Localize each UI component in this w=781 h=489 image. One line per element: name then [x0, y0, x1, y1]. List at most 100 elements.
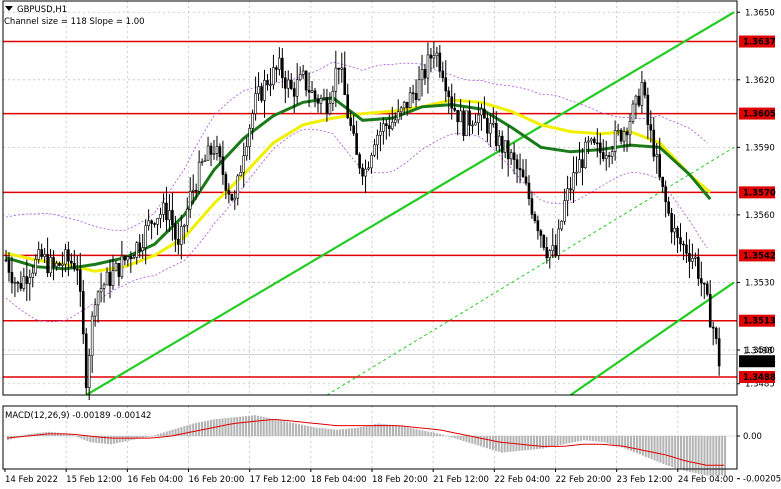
candle-body [465, 110, 468, 136]
level-label-bg [739, 186, 775, 199]
moving-averages [5, 96, 712, 273]
macd-histogram-bar [271, 418, 274, 436]
macd-histogram-bar [71, 435, 74, 436]
level-label: 1.3605 [743, 110, 776, 120]
candle-body [655, 154, 659, 157]
macd-histogram-bar [295, 423, 298, 436]
macd-histogram-bar [344, 428, 348, 436]
macd-histogram-bar [635, 436, 638, 454]
macd-histogram-bar [694, 436, 697, 474]
chart-channel-info: Channel size = 118 Slope = 1.00 [4, 17, 145, 27]
macd-histogram-bar [221, 418, 224, 436]
macd-histogram-bar [477, 436, 480, 446]
macd-histogram-bar [333, 429, 336, 436]
candle-body [275, 67, 278, 70]
level-label: 1.3542 [743, 251, 776, 261]
macd-histogram-bar [465, 436, 468, 442]
macd-histogram-bar [503, 436, 506, 453]
macd-histogram-bar [641, 436, 644, 456]
candle-body [76, 268, 79, 271]
macd-histogram-bar [409, 427, 412, 436]
candle-body [613, 130, 617, 152]
macd-histogram-bar [480, 436, 483, 447]
candle-body [90, 315, 94, 356]
macd-histogram-bar [171, 429, 174, 436]
macd-histogram-bar [21, 435, 24, 437]
price-axis-label: 1.3560 [745, 211, 775, 221]
envelope-lower [5, 128, 708, 323]
macd-histogram-bar [632, 436, 636, 453]
candle-body [111, 270, 115, 287]
macd-histogram-bar [518, 436, 521, 451]
candle-body [355, 133, 358, 155]
candle-body [539, 230, 543, 236]
macd-histogram-bar [215, 419, 218, 436]
candle-body [174, 224, 177, 240]
macd-histogram-bar [574, 436, 577, 442]
envelope-bands [5, 61, 708, 323]
macd-histogram-bar [139, 436, 142, 439]
macd-histogram-bar [700, 436, 703, 475]
candle-body [512, 152, 516, 160]
candle-body [289, 79, 293, 89]
candle-body [343, 67, 347, 96]
candle-body [310, 90, 314, 93]
macd-histogram-bar [571, 436, 574, 443]
candle-body [441, 70, 445, 79]
price-line-label: 1.3498 [743, 346, 773, 356]
macd-histogram-bar [430, 432, 433, 436]
macd-histogram-bar [236, 416, 239, 436]
time-axis-label: 15 Feb 12:00 [66, 475, 122, 485]
macd-histogram-bar [62, 433, 65, 436]
dropdown-triangle-icon[interactable] [5, 6, 13, 11]
time-axis-label: 17 Feb 12:00 [250, 475, 306, 485]
macd-histogram-bar [462, 436, 465, 442]
candle-body [456, 109, 459, 123]
macd-histogram-bar [148, 436, 151, 437]
candle-body [120, 255, 124, 277]
price-axis-label: 1.3530 [745, 278, 775, 288]
macd-histogram-bar [535, 436, 539, 450]
candle-body [284, 77, 287, 89]
macd-histogram-bar [550, 436, 553, 447]
macd-histogram-bar [524, 436, 527, 451]
macd-histogram-bar [27, 433, 30, 436]
candle-body [78, 269, 82, 292]
candle-body [714, 327, 718, 339]
macd-histogram-bar [721, 436, 724, 476]
candle-body [212, 153, 216, 155]
candle-body [711, 326, 715, 329]
macd-histogram-bar [447, 436, 450, 437]
candle-body [34, 259, 38, 274]
candle-body [616, 129, 620, 132]
candle-body [423, 69, 427, 79]
macd-histogram-bar [659, 436, 662, 463]
macd-histogram-bar [374, 424, 377, 436]
macd-histogram-bar [156, 434, 159, 436]
candle-body [322, 97, 326, 99]
candle-body [49, 257, 52, 274]
macd-histogram-bar [353, 427, 356, 436]
macd-histogram-bar [274, 419, 277, 436]
candle-body [601, 152, 605, 160]
macd-histogram-bar [603, 436, 606, 443]
level-label-bg [739, 107, 775, 120]
macd-histogram-bar [292, 422, 295, 436]
macd-histogram-bar [203, 421, 206, 436]
macd-histogram-bar [703, 436, 706, 475]
macd-histogram-bar [527, 436, 530, 450]
candle-body [587, 140, 590, 143]
macd-histogram-bar [568, 436, 571, 444]
ma-slow-line [5, 96, 712, 271]
macd-histogram-bar [77, 436, 80, 438]
macd-histogram-bar [715, 436, 718, 476]
candle-body [10, 272, 14, 284]
candle-body [266, 80, 269, 86]
candle-body [132, 256, 136, 260]
macd-histogram-bar [606, 436, 609, 444]
candle-body [518, 168, 522, 171]
candle-body [688, 253, 691, 262]
candle-body [506, 140, 510, 160]
